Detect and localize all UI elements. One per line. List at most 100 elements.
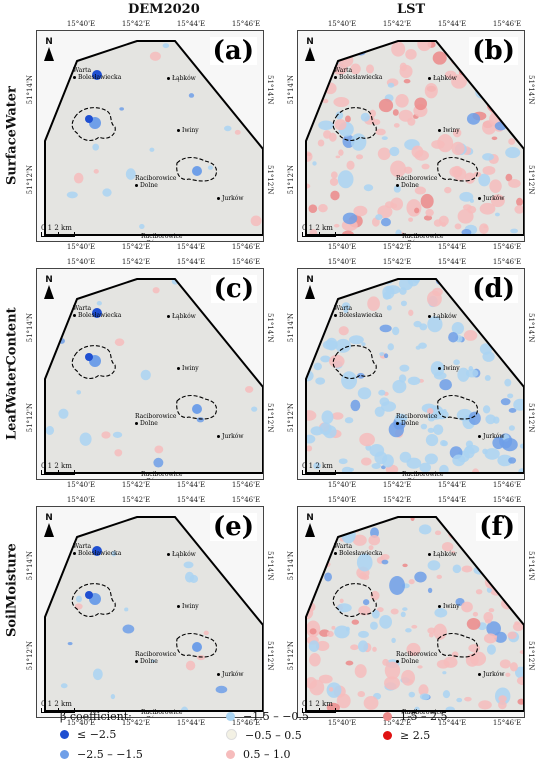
town-label: Raciborowice Dolne — [135, 175, 177, 189]
scale-bar: 0 1 2 km — [41, 224, 75, 237]
longitude-label: 15°44'E — [437, 481, 467, 489]
longitude-label: 15°44'E — [176, 258, 206, 266]
dashed-zone-outline — [176, 156, 218, 182]
coefficient-patch — [386, 305, 392, 311]
coefficient-patch — [345, 660, 354, 666]
coefficient-patch — [405, 628, 412, 633]
latitude-label: 51°12'N — [266, 641, 274, 671]
coefficient-patch — [378, 389, 386, 396]
latitude-label: 51°12'N — [26, 403, 34, 433]
coefficient-patch — [379, 352, 385, 357]
coefficient-patch — [421, 163, 430, 170]
coefficient-patch — [408, 691, 416, 698]
town-marker — [478, 673, 481, 676]
coefficient-patch — [512, 560, 524, 576]
coefficient-patch — [375, 214, 383, 221]
coefficient-patch — [504, 378, 512, 387]
latitude-label: 51°14'N — [266, 313, 274, 343]
coefficient-patch — [64, 290, 69, 294]
coefficient-patch — [486, 66, 496, 74]
coefficient-patch — [479, 343, 493, 355]
coefficient-patch — [223, 572, 229, 576]
longitude-label: 15°44'E — [437, 258, 467, 266]
coefficient-patch — [370, 590, 380, 601]
coefficient-patch — [92, 143, 100, 151]
legend-label: −2.5 – −1.5 — [77, 748, 143, 761]
coefficient-patch — [376, 607, 384, 613]
town-marker — [438, 367, 441, 370]
coefficient-patch — [451, 550, 456, 554]
longitude-label: 15°40'E — [66, 496, 96, 504]
coefficient-patch — [308, 640, 320, 652]
scale-bar-label: 0 1 2 km — [302, 462, 333, 470]
coefficient-patch — [464, 696, 472, 702]
coefficient-patch — [461, 565, 473, 573]
coefficient-patch — [478, 173, 491, 187]
coefficient-patch — [427, 427, 435, 433]
coefficient-patch — [494, 326, 511, 343]
longitude-label: 15°40'E — [327, 719, 357, 727]
coefficient-patch — [151, 659, 156, 663]
coefficient-patch — [461, 601, 473, 613]
scale-bar-label: 0 1 2 km — [41, 700, 72, 708]
coefficient-patch — [479, 202, 496, 215]
longitude-label: 15°46'E — [492, 719, 522, 727]
panel-letter: (b) — [469, 37, 518, 65]
longitude-label: 15°40'E — [66, 258, 96, 266]
town-label: Warta Bolesławiecka — [334, 67, 383, 81]
coefficient-patch — [346, 160, 355, 170]
map-frame: Warta Bolesławiecka Łąbków Iwiny Raciborowic… — [297, 268, 525, 480]
town-marker — [396, 660, 399, 663]
coefficient-patch — [407, 117, 416, 126]
scale-bar: 0 1 2 km — [302, 700, 336, 713]
legend-label: ≥ 2.5 — [400, 729, 431, 742]
coefficient-patch — [438, 215, 449, 226]
town-marker — [334, 552, 337, 555]
coefficient-patch — [452, 454, 466, 467]
longitude-label: 15°46'E — [492, 481, 522, 489]
coefficient-patch — [306, 151, 313, 162]
coefficient-patch — [234, 129, 241, 135]
coefficient-patch — [519, 324, 524, 331]
coefficient-patch — [498, 700, 507, 710]
coefficient-patch — [520, 573, 524, 580]
coefficient-patch — [413, 320, 422, 328]
town-marker — [217, 673, 220, 676]
coefficient-patch — [401, 669, 416, 686]
longitude-label: 15°42'E — [121, 20, 151, 28]
coefficient-patch — [381, 136, 388, 141]
coefficient-patch — [344, 417, 354, 424]
coefficient-patch — [493, 416, 500, 424]
coefficient-patch — [306, 410, 317, 421]
coefficient-patch — [420, 193, 434, 209]
coefficient-patch — [430, 361, 445, 377]
coefficient-patch — [489, 74, 501, 84]
coefficient-patch — [335, 155, 341, 159]
coefficient-patch — [427, 627, 436, 634]
town-label: Iwiny — [177, 365, 199, 372]
latitude-label: 51°14'N — [266, 551, 274, 581]
coefficient-patch — [207, 165, 213, 170]
study-area — [45, 41, 263, 235]
town-marker — [177, 129, 180, 132]
coefficient-patch — [185, 660, 196, 671]
coefficient-patch — [354, 664, 367, 679]
coefficient-patch — [406, 642, 421, 656]
coefficient-patch — [119, 107, 124, 111]
coefficient-patch — [402, 563, 408, 568]
coefficient-patch — [311, 308, 326, 318]
coefficient-patch — [154, 445, 164, 454]
study-area-boundary — [44, 516, 263, 712]
coefficient-patch — [183, 561, 194, 569]
town-label: Raciborowice Dolne — [135, 651, 177, 665]
longitude-label: 15°40'E — [327, 496, 357, 504]
dashed-zone-outline — [332, 583, 377, 618]
legend-swatch — [226, 712, 235, 721]
coefficient-patch — [451, 321, 465, 335]
legend-label: −0.5 – 0.5 — [245, 729, 302, 742]
coefficient-patch — [519, 443, 524, 449]
town-label: RaciborowiceGórne — [402, 233, 443, 241]
coefficient-patch — [507, 393, 514, 399]
coefficient-patch — [331, 625, 336, 630]
coefficient-patch — [368, 545, 374, 551]
